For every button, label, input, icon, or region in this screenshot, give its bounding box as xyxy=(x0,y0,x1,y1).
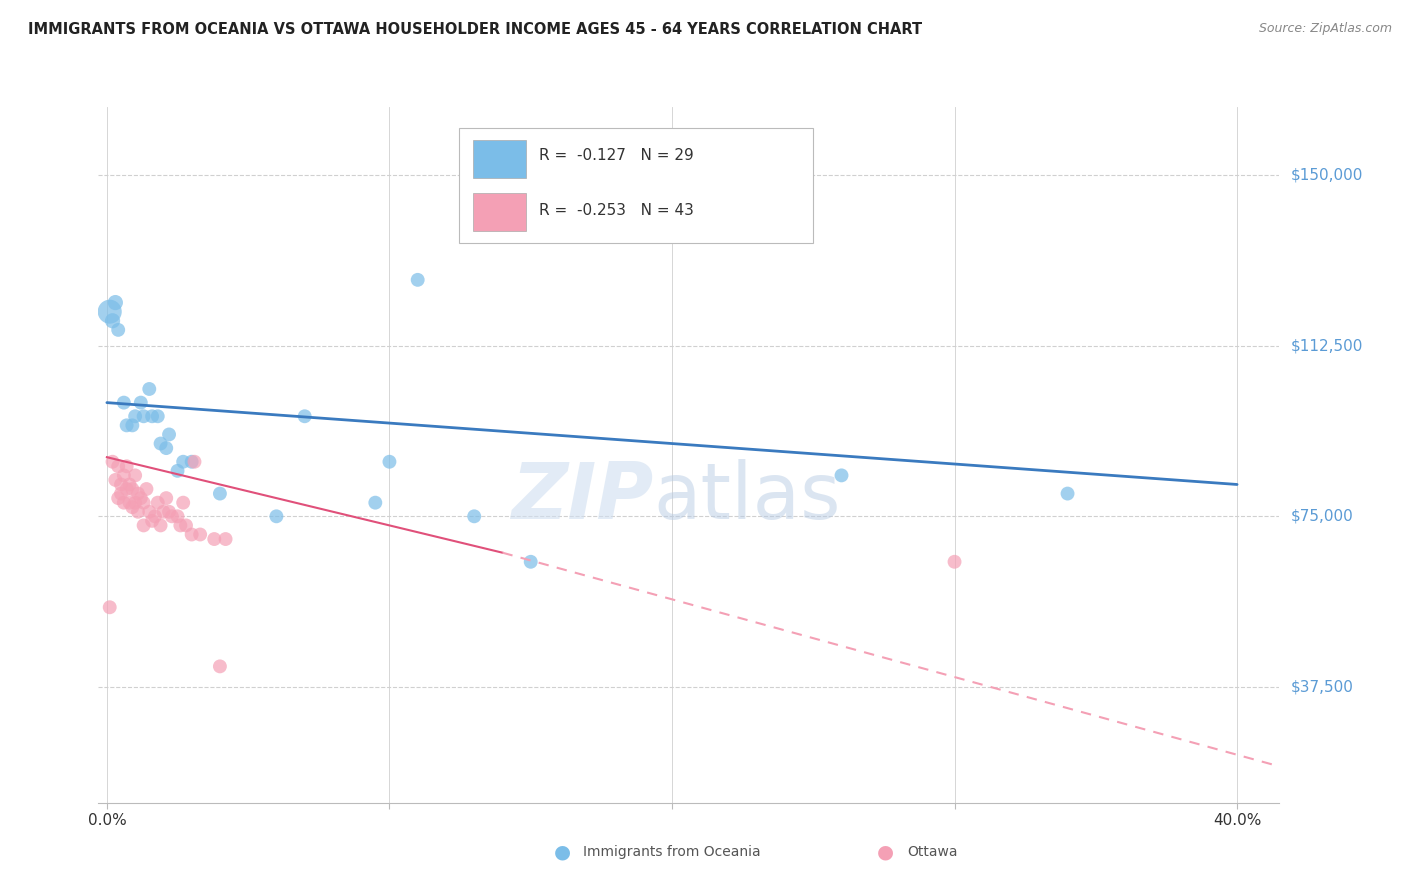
Point xyxy=(155,491,177,505)
Point xyxy=(118,477,141,491)
Point xyxy=(208,659,231,673)
Point xyxy=(104,295,127,310)
Text: $37,500: $37,500 xyxy=(1291,680,1354,694)
Point xyxy=(129,395,152,409)
Point xyxy=(188,527,211,541)
Point xyxy=(115,418,138,433)
Point xyxy=(132,518,155,533)
Point xyxy=(157,427,180,442)
Point xyxy=(146,409,169,424)
Point xyxy=(118,496,141,510)
Point xyxy=(214,532,236,546)
Point xyxy=(174,518,197,533)
Point xyxy=(124,468,146,483)
Point xyxy=(149,436,172,450)
Point xyxy=(169,518,191,533)
Text: R =  -0.127   N = 29: R = -0.127 N = 29 xyxy=(538,148,693,163)
Point xyxy=(519,555,541,569)
Point xyxy=(183,455,205,469)
Point xyxy=(101,314,124,328)
Point xyxy=(98,304,121,318)
Point xyxy=(121,418,143,433)
Point xyxy=(127,486,149,500)
Point xyxy=(135,482,157,496)
Point xyxy=(112,496,135,510)
Text: ●: ● xyxy=(554,842,571,862)
Text: $112,500: $112,500 xyxy=(1291,338,1362,353)
Point xyxy=(146,496,169,510)
Point xyxy=(172,455,194,469)
Point xyxy=(138,382,160,396)
FancyBboxPatch shape xyxy=(472,140,526,178)
Text: atlas: atlas xyxy=(654,458,841,534)
Point xyxy=(155,441,177,455)
Point xyxy=(364,496,387,510)
Point xyxy=(141,514,163,528)
Text: Source: ZipAtlas.com: Source: ZipAtlas.com xyxy=(1258,22,1392,36)
Point xyxy=(115,482,138,496)
Point xyxy=(107,323,129,337)
Point xyxy=(121,500,143,515)
Point xyxy=(180,455,202,469)
Point xyxy=(110,477,132,491)
Point xyxy=(157,505,180,519)
Point xyxy=(463,509,485,524)
Point xyxy=(132,409,155,424)
Point xyxy=(124,409,146,424)
Text: ZIP: ZIP xyxy=(512,458,654,534)
Text: $150,000: $150,000 xyxy=(1291,168,1362,183)
Text: IMMIGRANTS FROM OCEANIA VS OTTAWA HOUSEHOLDER INCOME AGES 45 - 64 YEARS CORRELAT: IMMIGRANTS FROM OCEANIA VS OTTAWA HOUSEH… xyxy=(28,22,922,37)
Point xyxy=(107,459,129,474)
Point xyxy=(132,496,155,510)
Point xyxy=(149,518,172,533)
Point xyxy=(378,455,401,469)
Point xyxy=(943,555,966,569)
FancyBboxPatch shape xyxy=(472,193,526,231)
Point xyxy=(101,455,124,469)
Point xyxy=(143,509,166,524)
Point xyxy=(1056,486,1078,500)
Point xyxy=(104,473,127,487)
Point xyxy=(831,468,853,483)
Point xyxy=(166,509,188,524)
Point xyxy=(138,505,160,519)
Point xyxy=(107,491,129,505)
FancyBboxPatch shape xyxy=(458,128,813,243)
Point xyxy=(208,486,231,500)
Point xyxy=(129,491,152,505)
Point xyxy=(121,482,143,496)
Point xyxy=(124,496,146,510)
Point xyxy=(152,505,174,519)
Point xyxy=(160,509,183,524)
Point xyxy=(112,395,135,409)
Point xyxy=(141,409,163,424)
Point xyxy=(266,509,288,524)
Text: Ottawa: Ottawa xyxy=(907,845,957,859)
Point xyxy=(172,496,194,510)
Point xyxy=(110,486,132,500)
Point xyxy=(127,505,149,519)
Point xyxy=(112,468,135,483)
Point xyxy=(98,600,121,615)
Text: $75,000: $75,000 xyxy=(1291,508,1354,524)
Point xyxy=(294,409,316,424)
Point xyxy=(166,464,188,478)
Text: Immigrants from Oceania: Immigrants from Oceania xyxy=(583,845,761,859)
Point xyxy=(406,273,429,287)
Point xyxy=(115,459,138,474)
Point xyxy=(180,527,202,541)
Text: ●: ● xyxy=(877,842,894,862)
Text: R =  -0.253   N = 43: R = -0.253 N = 43 xyxy=(538,202,693,218)
Point xyxy=(202,532,225,546)
